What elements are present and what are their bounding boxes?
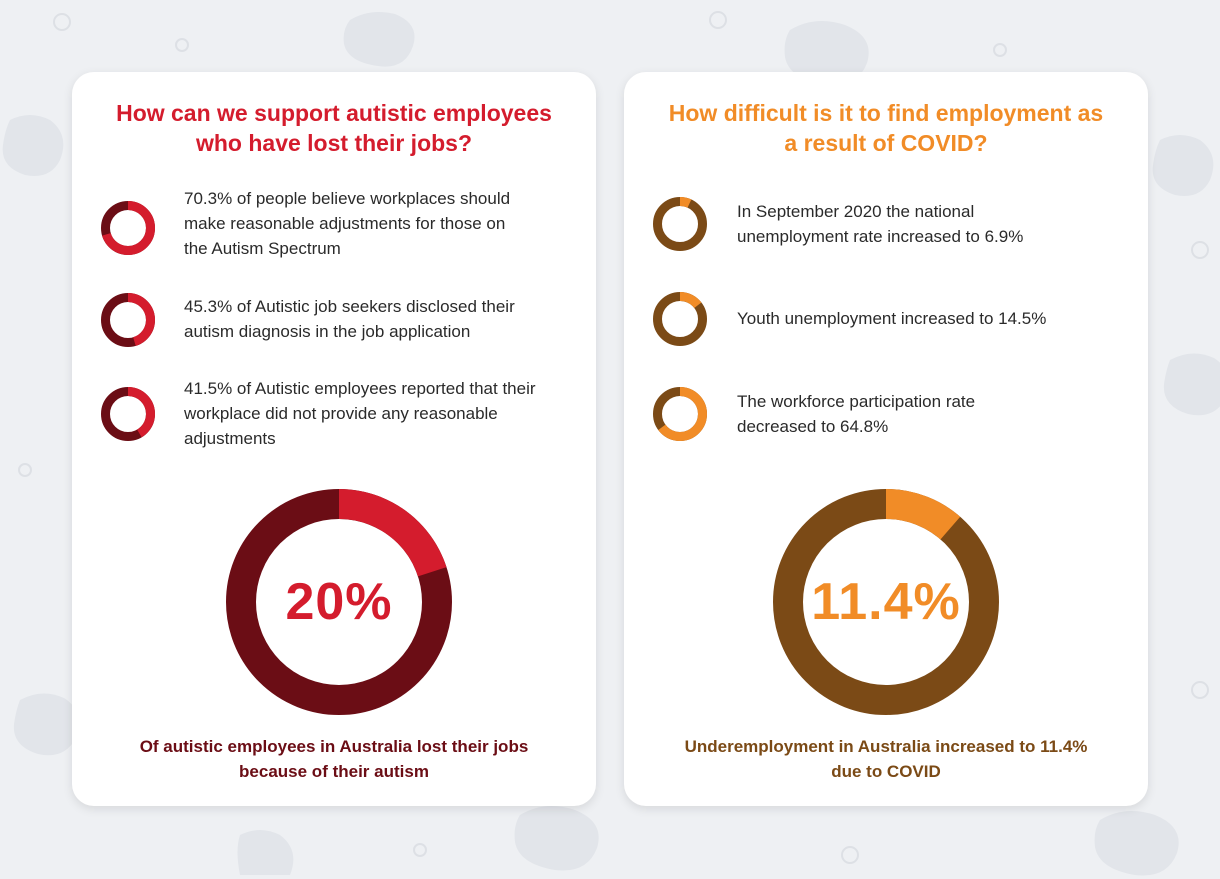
stat-text: The workforce participation rate decreas… xyxy=(737,392,976,436)
stat-row: 45.3% of Autistic job seekers disclosed … xyxy=(72,290,592,374)
stat-text: 41.5% of Autistic employees reported tha… xyxy=(184,379,536,448)
big-ring-graphic xyxy=(226,489,452,715)
big-percent-ring: 20% xyxy=(219,482,459,722)
stat-text: 45.3% of Autistic job seekers disclosed … xyxy=(184,297,515,341)
stat-row: Youth unemployment increased to 14.5% xyxy=(624,289,1144,373)
autistic-employees-card: How can we support autistic employees wh… xyxy=(72,72,596,806)
covid-employment-card: How difficult is it to find employment a… xyxy=(624,72,1148,806)
card-title: How difficult is it to find employment a… xyxy=(644,98,1128,158)
stat-text: 70.3% of people believe workplaces shoul… xyxy=(184,189,511,258)
stat-row: In September 2020 the national unemploym… xyxy=(624,194,1144,278)
card-title: How can we support autistic employees wh… xyxy=(92,98,576,158)
title-line-2: who have lost their jobs? xyxy=(195,130,473,156)
stat-row: 70.3% of people believe workplaces shoul… xyxy=(72,189,592,274)
percent-ring xyxy=(653,292,707,346)
stat-row: The workforce participation rate decreas… xyxy=(624,384,1144,468)
percent-ring xyxy=(101,293,155,347)
percent-ring xyxy=(653,197,707,251)
big-percent-label: 20% xyxy=(285,573,393,631)
percent-ring xyxy=(101,387,155,441)
stat-text: In September 2020 the national unemploym… xyxy=(737,202,1024,246)
title-line-1: How difficult is it to find employment a… xyxy=(668,100,1104,126)
big-percent-label: 11.4% xyxy=(811,573,961,631)
big-percent-ring: 11.4% xyxy=(766,482,1006,722)
stat-text: Youth unemployment increased to 14.5% xyxy=(737,309,1047,328)
stat-row: 41.5% of Autistic employees reported tha… xyxy=(72,379,592,468)
title-line-1: How can we support autistic employees xyxy=(116,100,552,126)
footer-caption: Underemployment in Australia increased t… xyxy=(684,737,1088,781)
big-ring-graphic xyxy=(773,489,999,715)
percent-ring xyxy=(101,201,155,255)
footer-caption: Of autistic employees in Australia lost … xyxy=(139,737,529,781)
percent-ring xyxy=(653,387,707,441)
title-line-2: a result of COVID? xyxy=(784,130,988,156)
